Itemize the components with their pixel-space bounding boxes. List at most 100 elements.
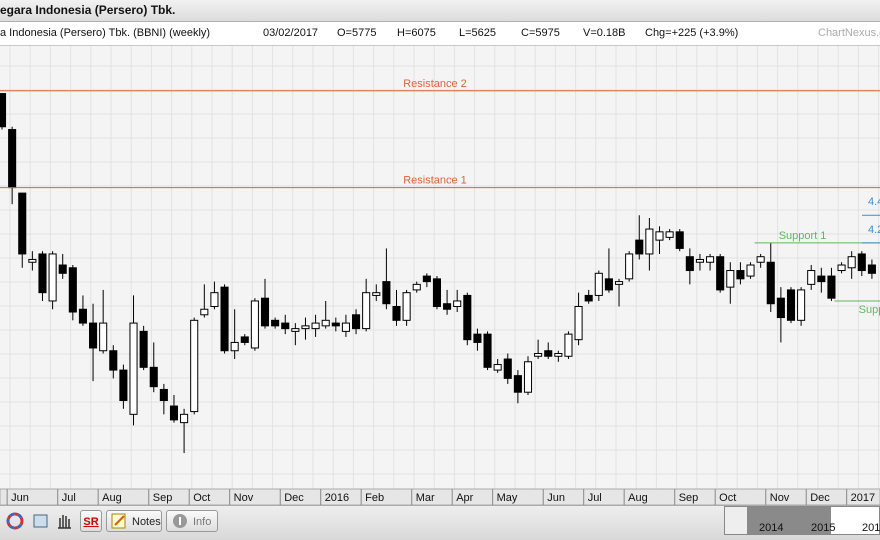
color-icon[interactable] — [6, 512, 24, 530]
candle-body — [523, 361, 533, 393]
candle-body — [706, 256, 715, 263]
info-high: H=6075 — [397, 27, 436, 39]
candle-body — [190, 319, 199, 413]
candle-body — [119, 369, 128, 402]
candle-body — [331, 322, 340, 327]
x-tick-label: May — [497, 492, 518, 504]
navigator: 2014 2015 201 — [724, 506, 880, 535]
candle-body — [139, 330, 148, 368]
candle-body — [837, 264, 846, 272]
x-tick-label: Sep — [679, 492, 699, 504]
candle-body — [149, 366, 158, 388]
info-open: O=5775 — [337, 27, 377, 39]
candle-body — [493, 364, 502, 371]
x-tick-label: Nov — [234, 492, 254, 504]
candle-body — [604, 278, 613, 291]
candle-body — [716, 256, 725, 291]
candle-body — [341, 322, 350, 332]
candle-body — [18, 192, 27, 255]
candle-body — [655, 231, 664, 241]
x-tick-label: Apr — [456, 492, 473, 504]
candle-body — [180, 413, 189, 424]
level-label: Resistance 2 — [403, 78, 467, 90]
fib-label: 4.2 — [868, 224, 880, 236]
candle-body — [473, 333, 482, 343]
sr-button[interactable]: SR — [80, 510, 102, 532]
color-icon-part — [6, 512, 24, 530]
candle-body — [554, 353, 563, 357]
candle-body — [564, 333, 573, 357]
grid — [0, 46, 880, 489]
candle-body — [665, 231, 674, 238]
candle-body — [0, 93, 7, 128]
candle-body — [58, 264, 67, 274]
candle-body — [453, 300, 462, 307]
candle-body — [422, 275, 431, 283]
candle-body — [544, 350, 553, 357]
candle-body — [382, 281, 391, 305]
candle-body — [230, 341, 239, 352]
x-axis-bar — [0, 488, 880, 505]
info-volume: V=0.18B — [583, 27, 626, 39]
candle-body — [8, 129, 17, 189]
info-date: 03/02/2017 — [263, 27, 319, 39]
level-label: Support 1 — [779, 230, 827, 242]
candle-body — [38, 253, 47, 294]
x-tick-label: Jun — [11, 492, 29, 504]
nav-window[interactable] — [747, 507, 831, 534]
candle-body — [443, 303, 452, 310]
candle-body — [281, 322, 290, 330]
candle-body — [483, 333, 492, 368]
candle-body — [503, 358, 512, 379]
candle-body — [372, 292, 381, 296]
x-tick-label: 2017 — [851, 492, 875, 504]
candle-body — [311, 322, 320, 330]
brand: ChartNexus.com — [818, 27, 880, 39]
candle-body — [321, 319, 330, 327]
candle-body — [301, 325, 310, 330]
info-close: C=5975 — [521, 27, 560, 39]
x-tick-label: Oct — [193, 492, 210, 504]
candle-body — [847, 256, 856, 269]
candle-body — [817, 275, 826, 283]
notes-icon — [111, 513, 126, 529]
nav-year: 2015 — [811, 522, 836, 534]
x-tick-label: Nov — [770, 492, 790, 504]
x-tick-label: Mar — [416, 492, 435, 504]
nav-controls[interactable] — [725, 507, 748, 534]
candle-body — [402, 292, 411, 321]
chart: Jun Jul Aug Sep Oct Nov Dec 2016 Feb Mar Apr May Jun… — [0, 46, 880, 505]
candle-body — [766, 261, 775, 305]
candle-body — [797, 289, 806, 321]
candle-body — [200, 308, 209, 316]
candle-body — [695, 258, 704, 263]
candle-body — [827, 275, 836, 299]
candle-body — [412, 283, 421, 291]
hand-icon[interactable] — [58, 515, 71, 529]
x-tick-label: Jun — [547, 492, 565, 504]
candle-body — [857, 253, 866, 272]
candle-body — [786, 289, 796, 321]
fib-label: 4.4 — [868, 196, 880, 208]
candle-body — [271, 319, 280, 327]
x-tick-label: Aug — [628, 492, 648, 504]
x-tick-label: 2016 — [325, 492, 349, 504]
info-icon — [173, 514, 187, 528]
x-tick-label: Feb — [365, 492, 384, 504]
candle-body — [776, 297, 785, 319]
candle-body — [675, 231, 684, 249]
candle-body — [129, 322, 138, 415]
window-icon[interactable] — [33, 514, 48, 528]
x-tick-label: Dec — [284, 492, 304, 504]
x-tick-label: Sep — [153, 492, 173, 504]
candle-body — [635, 239, 644, 255]
candle-body — [352, 314, 361, 330]
title-bar: egara Indonesia (Persero) Tbk. — [0, 0, 880, 22]
candle-body — [260, 297, 270, 327]
candle-body — [89, 322, 98, 349]
candle-body — [685, 256, 694, 272]
candle-body — [432, 278, 442, 307]
x-tick-label: Aug — [102, 492, 122, 504]
window-title: egara Indonesia (Persero) Tbk. — [0, 3, 176, 17]
